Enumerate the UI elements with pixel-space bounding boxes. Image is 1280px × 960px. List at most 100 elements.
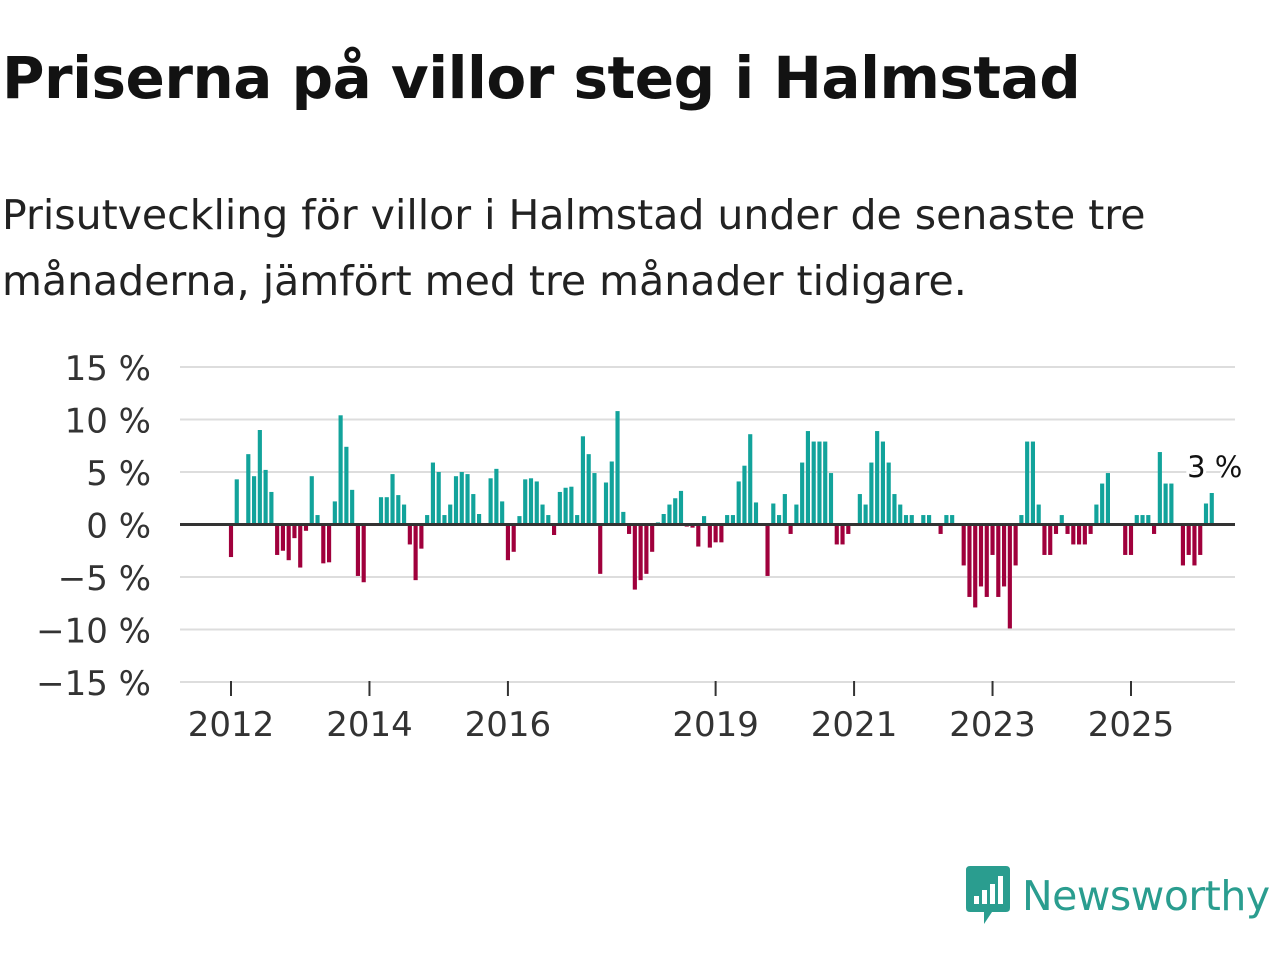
bar-positive [609, 461, 614, 525]
bar-positive [702, 516, 707, 525]
bar-negative [978, 524, 984, 587]
bar-positive [332, 501, 337, 525]
bar-positive [1025, 441, 1030, 525]
bar-negative [419, 524, 424, 549]
bar-positive [309, 476, 314, 525]
bar-negative [327, 524, 332, 563]
bar-positive [1019, 515, 1024, 525]
bar-positive [771, 503, 776, 525]
bar-positive [453, 476, 459, 525]
bar-negative [696, 524, 701, 547]
bar-negative [650, 524, 655, 552]
bar-positive [800, 462, 805, 525]
bar-positive [661, 514, 666, 525]
newsworthy-logo: Newsworthy [962, 862, 1270, 930]
bar-positive [927, 515, 932, 525]
bar-positive [592, 473, 597, 525]
bar-negative [275, 524, 280, 555]
bar-negative [1152, 524, 1157, 534]
bar-negative [1123, 524, 1128, 555]
bar-negative [840, 524, 845, 545]
bar-positive [875, 431, 880, 525]
bar-positive [753, 502, 759, 525]
bar-negative [1128, 524, 1134, 555]
x-tick-label: 2014 [326, 705, 413, 745]
x-tick-label: 2012 [188, 705, 275, 745]
bar-negative [846, 524, 851, 534]
bar-negative [1048, 524, 1053, 555]
bar-positive [569, 486, 574, 525]
x-tick-label: 2025 [1088, 705, 1175, 745]
bar-negative [1180, 524, 1185, 566]
bar-negative [719, 524, 724, 543]
bar-positive [436, 472, 441, 525]
bar-positive [603, 482, 609, 525]
bar-negative [552, 524, 557, 535]
bar-positive [1157, 452, 1162, 525]
bar-negative [1186, 524, 1191, 555]
bar-positive [621, 511, 626, 525]
bar-negative [707, 524, 712, 548]
bar-negative [690, 524, 695, 528]
bar-positive [459, 472, 464, 525]
bar-negative [303, 524, 309, 531]
bar-positive [736, 481, 741, 525]
bar-negative [286, 524, 291, 561]
bar-positive [500, 501, 505, 525]
x-tick-label: 2021 [811, 705, 898, 745]
bar-negative [505, 524, 510, 561]
bar-positive [1169, 483, 1174, 525]
x-tick-label: 2019 [672, 705, 759, 745]
newsworthy-logo-icon [966, 866, 1010, 924]
bar-positive [863, 504, 868, 525]
bar-positive [1134, 515, 1139, 525]
y-tick-label: 15 % [65, 349, 151, 389]
newsworthy-logo-text: Newsworthy [1022, 872, 1270, 920]
y-tick-label: −15 % [36, 664, 151, 704]
bar-positive [390, 474, 395, 525]
bar-positive [471, 494, 476, 525]
bar-negative [984, 524, 989, 597]
bar-positive [673, 498, 678, 525]
bar-positive [667, 504, 672, 525]
bar-positive [817, 441, 822, 525]
bar-negative [967, 524, 972, 597]
annotations: 3 % [1184, 447, 1245, 487]
bar-positive [488, 478, 493, 525]
bar-positive [517, 516, 522, 525]
bar-positive [234, 479, 239, 525]
bar-positive [344, 446, 349, 525]
bar-positive [823, 441, 828, 525]
bar-negative [355, 524, 360, 576]
bar-negative [834, 524, 839, 545]
bar-negative [990, 524, 995, 555]
bar-negative [644, 524, 649, 574]
bar-positive [246, 454, 251, 525]
bar-negative [1013, 524, 1018, 566]
bar-positive [477, 514, 482, 525]
bar-negative [280, 524, 285, 551]
bar-negative [938, 524, 943, 534]
bar-negative [1071, 524, 1076, 545]
bar-negative [413, 524, 418, 581]
bar-positive [1209, 493, 1214, 525]
bar-positive [742, 465, 747, 525]
bar-negative [713, 524, 718, 543]
bar-positive [378, 497, 384, 525]
bar-negative [996, 524, 1001, 597]
bar-positive [1105, 473, 1110, 525]
bar-positive [402, 504, 407, 525]
bar-negative [361, 524, 366, 583]
bar-positive [921, 515, 926, 525]
bar-positive [794, 504, 799, 525]
y-tick-label: 10 % [65, 402, 151, 442]
y-tick-label: 5 % [86, 454, 151, 494]
bar-negative [973, 524, 978, 608]
bar-positive [1059, 515, 1064, 525]
bar-positive [805, 431, 810, 525]
bar-positive [1163, 483, 1168, 525]
bar-positive [869, 462, 874, 525]
y-axis-labels: 15 % 10 % 5 % 0 % −5 % −10 % −15 % [36, 349, 151, 704]
bar-negative [1042, 524, 1047, 555]
bar-positive [252, 476, 257, 525]
